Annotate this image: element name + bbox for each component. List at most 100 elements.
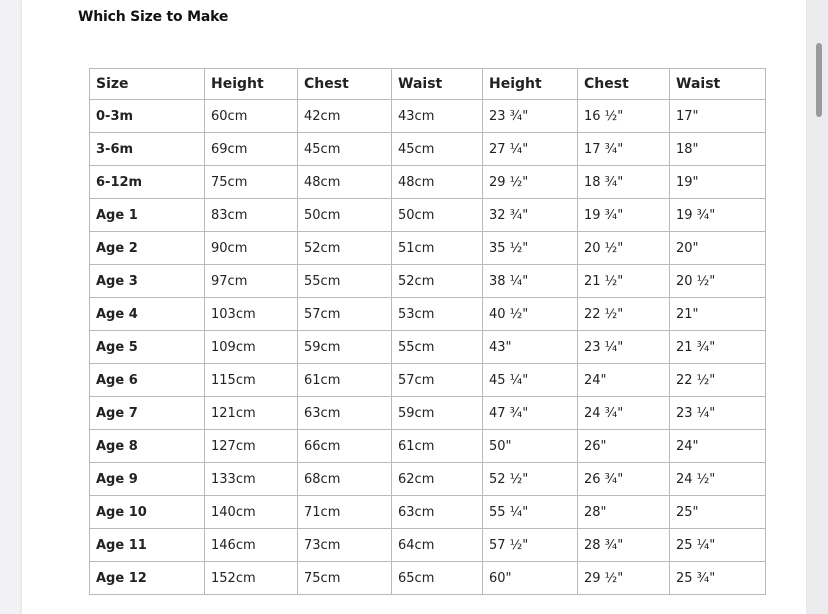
- table-row: Age 10 140cm 71cm 63cm 55 ¼" 28" 25": [89, 495, 766, 529]
- measurement-cell: 28": [577, 495, 670, 529]
- page-title: Which Size to Make: [78, 9, 229, 25]
- measurement-cell: 43": [482, 330, 578, 364]
- measurement-cell: 17": [669, 99, 766, 133]
- measurement-cell: 32 ¾": [482, 198, 578, 232]
- table-row: Age 12 152cm 75cm 65cm 60" 29 ½" 25 ¾": [89, 561, 766, 595]
- table-row: Age 3 97cm 55cm 52cm 38 ¼" 21 ½" 20 ½": [89, 264, 766, 298]
- measurement-cell: 21 ¾": [669, 330, 766, 364]
- measurement-cell: 52 ½": [482, 462, 578, 496]
- measurement-cell: 19": [669, 165, 766, 199]
- measurement-cell: 97cm: [204, 264, 298, 298]
- measurement-cell: 22 ½": [669, 363, 766, 397]
- measurement-cell: 121cm: [204, 396, 298, 430]
- measurement-cell: 68cm: [297, 462, 392, 496]
- measurement-cell: 29 ½": [482, 165, 578, 199]
- table-row: Age 8 127cm 66cm 61cm 50" 26" 24": [89, 429, 766, 463]
- size-cell: Age 3: [89, 264, 205, 298]
- measurement-cell: 38 ¼": [482, 264, 578, 298]
- size-cell: Age 12: [89, 561, 205, 595]
- measurement-cell: 69cm: [204, 132, 298, 166]
- measurement-cell: 48cm: [297, 165, 392, 199]
- measurement-cell: 57cm: [297, 297, 392, 331]
- measurement-cell: 55 ¼": [482, 495, 578, 529]
- column-header: Chest: [297, 68, 392, 100]
- measurement-cell: 17 ¾": [577, 132, 670, 166]
- table-row: Age 7 121cm 63cm 59cm 47 ¾" 24 ¾" 23 ¼": [89, 396, 766, 430]
- measurement-cell: 57cm: [391, 363, 483, 397]
- measurement-cell: 133cm: [204, 462, 298, 496]
- measurement-cell: 24 ½": [669, 462, 766, 496]
- measurement-cell: 62cm: [391, 462, 483, 496]
- table-header-row: Size Height Chest Waist Height Chest Waist: [89, 68, 766, 100]
- document-page: Which Size to Make Size Height Chest Waist H…: [22, 0, 806, 614]
- measurement-cell: 61cm: [391, 429, 483, 463]
- scrollbar-track[interactable]: [807, 0, 828, 614]
- size-chart-table: Size Height Chest Waist Height Chest Waist 0-3…: [89, 68, 766, 595]
- measurement-cell: 23 ¼": [669, 396, 766, 430]
- measurement-cell: 51cm: [391, 231, 483, 265]
- measurement-cell: 18 ¾": [577, 165, 670, 199]
- measurement-cell: 63cm: [391, 495, 483, 529]
- measurement-cell: 47 ¾": [482, 396, 578, 430]
- size-cell: Age 1: [89, 198, 205, 232]
- measurement-cell: 109cm: [204, 330, 298, 364]
- measurement-cell: 75cm: [204, 165, 298, 199]
- measurement-cell: 45cm: [391, 132, 483, 166]
- size-cell: Age 7: [89, 396, 205, 430]
- scrollbar-thumb[interactable]: [816, 43, 822, 117]
- measurement-cell: 83cm: [204, 198, 298, 232]
- size-cell: Age 8: [89, 429, 205, 463]
- column-header: Chest: [577, 68, 670, 100]
- measurement-cell: 22 ½": [577, 297, 670, 331]
- measurement-cell: 140cm: [204, 495, 298, 529]
- measurement-cell: 59cm: [297, 330, 392, 364]
- measurement-cell: 45 ¼": [482, 363, 578, 397]
- column-header: Waist: [669, 68, 766, 100]
- measurement-cell: 24 ¾": [577, 396, 670, 430]
- measurement-cell: 63cm: [297, 396, 392, 430]
- measurement-cell: 26": [577, 429, 670, 463]
- measurement-cell: 28 ¾": [577, 528, 670, 562]
- measurement-cell: 18": [669, 132, 766, 166]
- table-row: Age 9 133cm 68cm 62cm 52 ½" 26 ¾" 24 ½": [89, 462, 766, 496]
- measurement-cell: 29 ½": [577, 561, 670, 595]
- measurement-cell: 24": [577, 363, 670, 397]
- measurement-cell: 21": [669, 297, 766, 331]
- measurement-cell: 66cm: [297, 429, 392, 463]
- table-row: Age 2 90cm 52cm 51cm 35 ½" 20 ½" 20": [89, 231, 766, 265]
- measurement-cell: 115cm: [204, 363, 298, 397]
- measurement-cell: 52cm: [297, 231, 392, 265]
- measurement-cell: 59cm: [391, 396, 483, 430]
- measurement-cell: 19 ¾": [669, 198, 766, 232]
- measurement-cell: 60cm: [204, 99, 298, 133]
- measurement-cell: 52cm: [391, 264, 483, 298]
- measurement-cell: 73cm: [297, 528, 392, 562]
- measurement-cell: 43cm: [391, 99, 483, 133]
- size-cell: 0-3m: [89, 99, 205, 133]
- measurement-cell: 152cm: [204, 561, 298, 595]
- measurement-cell: 26 ¾": [577, 462, 670, 496]
- measurement-cell: 24": [669, 429, 766, 463]
- measurement-cell: 19 ¾": [577, 198, 670, 232]
- column-header: Height: [204, 68, 298, 100]
- table-row: Age 5 109cm 59cm 55cm 43" 23 ¼" 21 ¾": [89, 330, 766, 364]
- measurement-cell: 40 ½": [482, 297, 578, 331]
- column-header: Size: [89, 68, 205, 100]
- measurement-cell: 127cm: [204, 429, 298, 463]
- measurement-cell: 65cm: [391, 561, 483, 595]
- measurement-cell: 20 ½": [577, 231, 670, 265]
- column-header: Height: [482, 68, 578, 100]
- measurement-cell: 55cm: [297, 264, 392, 298]
- table-row: Age 1 83cm 50cm 50cm 32 ¾" 19 ¾" 19 ¾": [89, 198, 766, 232]
- table-row: 3-6m 69cm 45cm 45cm 27 ¼" 17 ¾" 18": [89, 132, 766, 166]
- table-row: Age 4 103cm 57cm 53cm 40 ½" 22 ½" 21": [89, 297, 766, 331]
- table-row: 0-3m 60cm 42cm 43cm 23 ¾" 16 ½" 17": [89, 99, 766, 133]
- measurement-cell: 71cm: [297, 495, 392, 529]
- measurement-cell: 23 ¾": [482, 99, 578, 133]
- size-cell: 6-12m: [89, 165, 205, 199]
- measurement-cell: 23 ¼": [577, 330, 670, 364]
- size-cell: Age 10: [89, 495, 205, 529]
- measurement-cell: 90cm: [204, 231, 298, 265]
- measurement-cell: 16 ½": [577, 99, 670, 133]
- table-row: 6-12m 75cm 48cm 48cm 29 ½" 18 ¾" 19": [89, 165, 766, 199]
